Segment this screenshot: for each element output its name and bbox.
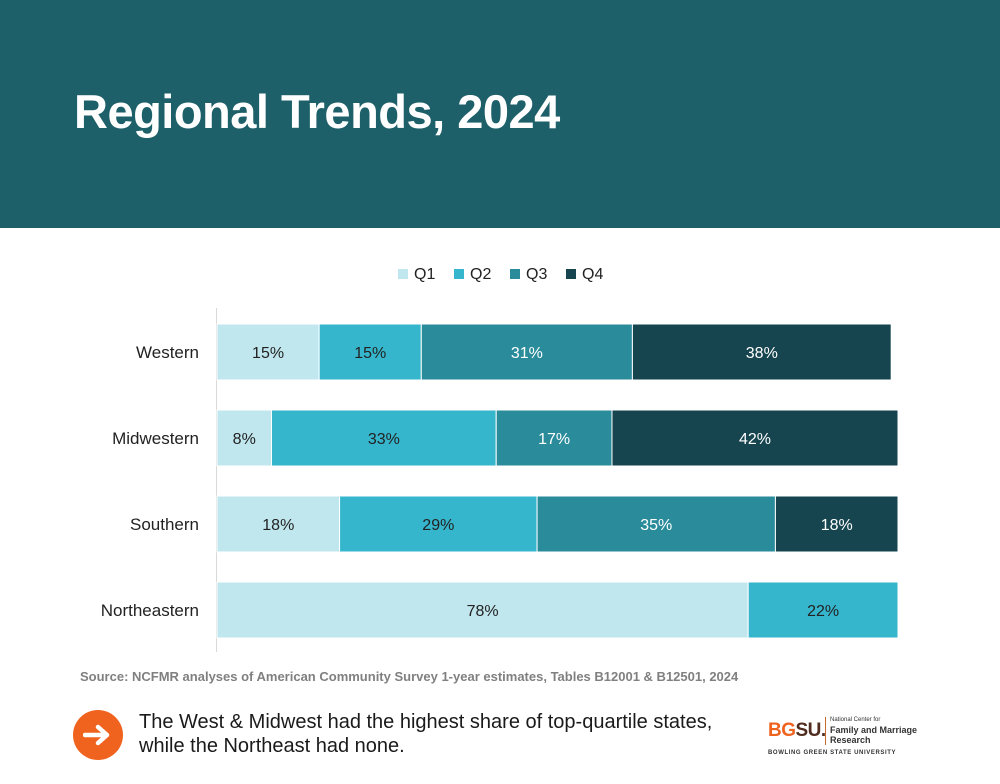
header-banner: Regional Trends, 2024 (0, 0, 1000, 228)
source-note: Source: NCFMR analyses of American Commu… (80, 669, 739, 684)
bar-western-q4 (631, 323, 892, 381)
arrow-glyph (83, 724, 110, 746)
category-label-western: Western (136, 343, 199, 362)
bar-southern-q3 (536, 495, 776, 553)
legend-label-q1: Q1 (414, 266, 435, 283)
data-label-southern-q1: 18% (262, 517, 294, 534)
data-label-southern-q3: 35% (640, 517, 672, 534)
arrow-right-icon (73, 710, 123, 760)
data-label-midwestern-q1: 8% (233, 431, 256, 448)
data-label-southern-q4: 18% (821, 517, 853, 534)
data-label-western-q2: 15% (354, 345, 386, 362)
bar-southern-q1 (216, 495, 341, 553)
legend-label-q4: Q4 (582, 266, 603, 283)
bar-western-q2 (318, 323, 422, 381)
legend-swatch-q1 (398, 269, 408, 279)
bar-western-q3 (420, 323, 633, 381)
logo-divider (825, 717, 826, 745)
page-title: Regional Trends, 2024 (74, 85, 560, 138)
data-label-midwestern-q4: 42% (739, 431, 771, 448)
bar-southern-q2 (339, 495, 538, 553)
legend-swatch-q3 (510, 269, 520, 279)
bar-northeastern-q2 (747, 581, 899, 639)
data-label-midwestern-q2: 33% (368, 431, 400, 448)
data-label-western-q3: 31% (511, 345, 543, 362)
logo-university: BOWLING GREEN STATE UNIVERSITY (768, 750, 897, 756)
bgsu-wordmark: BGSU. (768, 720, 826, 742)
stacked-bar-chart: Q1 Q2 Q3 Q4 Western 15% 15% 31% 38% Midwestern 8% 3… (101, 266, 899, 652)
legend-swatch-q4 (566, 269, 576, 279)
logo-center-name: Family and Marriage Research (830, 725, 918, 745)
bgsu-su: SU. (795, 720, 827, 741)
bar-southern-q4 (774, 495, 899, 553)
legend-label-q3: Q3 (526, 266, 547, 283)
bgsu-logo: BGSU. National Center for Family and Mar… (768, 714, 928, 764)
bar-northeastern-q1 (216, 581, 749, 639)
data-label-southern-q2: 29% (422, 517, 454, 534)
bar-midwestern-q2 (270, 409, 497, 467)
bgsu-bg: BG (768, 720, 796, 741)
data-label-western-q1: 15% (252, 345, 284, 362)
data-label-northeastern-q1: 78% (467, 603, 499, 620)
legend-label-q2: Q2 (470, 266, 491, 283)
logo-center-small: National Center for (830, 717, 881, 723)
legend-swatch-q2 (454, 269, 464, 279)
category-label-southern: Southern (130, 515, 199, 534)
category-label-northeastern: Northeastern (101, 601, 199, 620)
data-label-western-q4: 38% (746, 345, 778, 362)
category-label-midwestern: Midwestern (112, 429, 199, 448)
data-label-midwestern-q3: 17% (538, 431, 570, 448)
data-label-northeastern-q2: 22% (807, 603, 839, 620)
takeaway-text: The West & Midwest had the highest share… (139, 711, 713, 757)
bar-midwestern-q4 (611, 409, 899, 467)
